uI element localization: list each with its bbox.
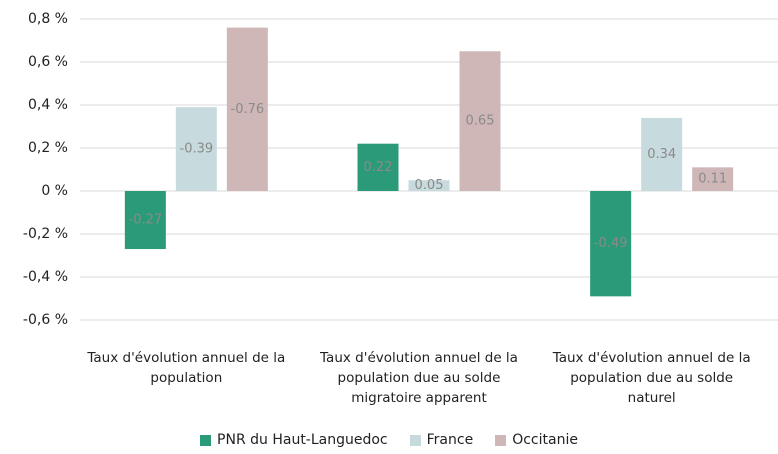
y-tick-label: -0,4 % xyxy=(23,269,68,285)
legend-label: Occitanie xyxy=(512,432,578,448)
bar xyxy=(590,191,632,297)
legend-swatch xyxy=(495,434,507,446)
x-tick-label: Taux d'évolution annuel de la population… xyxy=(320,350,518,406)
x-tick-label: Taux d'évolution annuel de la population xyxy=(87,350,286,386)
y-tick-label: -0,2 % xyxy=(23,226,68,242)
bar xyxy=(692,167,734,191)
y-tick-label: 0 % xyxy=(41,183,68,199)
y-tick-label: 0,4 % xyxy=(28,97,68,113)
legend-swatch xyxy=(409,434,421,446)
data-label: -0.39 xyxy=(180,142,214,157)
data-label: -0.27 xyxy=(129,213,163,228)
y-tick-label: 0,2 % xyxy=(28,140,68,156)
data-label: -0.49 xyxy=(594,236,628,251)
legend-label: PNR du Haut-Languedoc xyxy=(217,432,388,448)
bar xyxy=(124,191,166,250)
data-label: 0.65 xyxy=(466,114,495,129)
bar xyxy=(408,180,450,191)
data-label: 0.34 xyxy=(647,147,676,162)
legend-item: Occitanie xyxy=(495,432,578,448)
data-label: 0.22 xyxy=(364,160,393,175)
legend-item: PNR du Haut-Languedoc xyxy=(200,432,388,448)
data-label: 0.11 xyxy=(698,172,727,187)
y-tick-label: -0,6 % xyxy=(23,312,68,328)
data-label: 0.05 xyxy=(415,178,444,193)
bar xyxy=(226,27,268,191)
legend-swatch xyxy=(200,434,212,446)
bar xyxy=(459,51,501,191)
data-label: -0.76 xyxy=(231,102,265,117)
x-tick-label: Taux d'évolution annuel de la population… xyxy=(552,350,751,406)
bar xyxy=(175,107,217,191)
legend: PNR du Haut-Languedoc France Occitanie xyxy=(0,432,778,448)
y-tick-label: 0,6 % xyxy=(28,54,68,70)
legend-item: France xyxy=(409,432,474,448)
bar xyxy=(357,143,399,191)
legend-label: France xyxy=(426,432,474,448)
bar xyxy=(641,117,683,191)
y-tick-label: 0,8 % xyxy=(28,11,68,27)
